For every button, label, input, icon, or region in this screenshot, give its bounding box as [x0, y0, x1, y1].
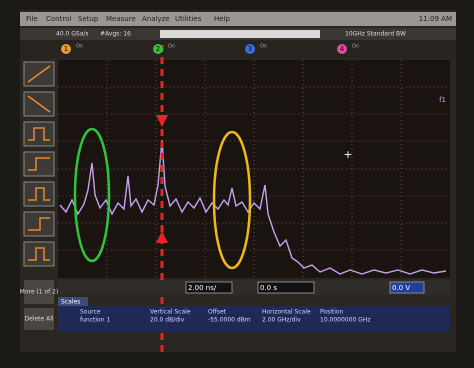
- marker-label: f1: [439, 96, 446, 104]
- delete-label: Delete All: [24, 316, 53, 323]
- channel-number: 3: [248, 45, 252, 53]
- bandwidth: 10GHz Standard BW: [345, 31, 406, 38]
- scales-cell: 2.00 GHz/div: [262, 317, 301, 324]
- menu-item[interactable]: Measure: [106, 15, 136, 23]
- tool-button[interactable]: [24, 212, 54, 236]
- scales-header: Position: [320, 309, 344, 316]
- crosshair: +: [343, 148, 352, 161]
- channel-state: On: [352, 44, 359, 50]
- menu-item[interactable]: Help: [214, 15, 231, 23]
- scales-tab-label: Scales: [61, 299, 80, 306]
- scales-header: Offset: [208, 309, 227, 316]
- delay: 0.0 s: [260, 284, 277, 292]
- menu-item[interactable]: Control: [46, 15, 71, 23]
- level: 0.0 V: [392, 284, 410, 292]
- channel-number: 2: [156, 45, 160, 53]
- averages: #Avgs: 16: [100, 31, 131, 38]
- scales-table: [58, 306, 450, 332]
- channel-bar: [20, 40, 456, 58]
- channel-state: On: [76, 44, 83, 50]
- tool-button[interactable]: [24, 152, 54, 176]
- tool-button[interactable]: [24, 122, 54, 146]
- channel-number: 1: [64, 45, 68, 53]
- menu-item[interactable]: File: [26, 15, 38, 23]
- clock: 11:09 AM: [419, 15, 452, 23]
- more-label: More (1 of 2): [20, 289, 59, 296]
- scales-header: Source: [80, 309, 101, 316]
- scales-cell: -55.0000 dBm: [208, 317, 251, 324]
- scales-header: Horizontal Scale: [262, 309, 311, 316]
- sample-rate: 40.0 GSa/s: [56, 31, 89, 38]
- menu-item[interactable]: Analyze: [142, 15, 170, 23]
- sidebar: [24, 62, 54, 266]
- tool-button[interactable]: [24, 182, 54, 206]
- scales-header: Vertical Scale: [150, 309, 191, 316]
- scales-cell: function 1: [80, 317, 110, 324]
- channel-state: On: [260, 44, 267, 50]
- scales-cell: 10.0000000 GHz: [320, 317, 370, 324]
- tool-button[interactable]: [24, 242, 54, 266]
- channel-state: On: [168, 44, 175, 50]
- menu-item[interactable]: Utilities: [175, 15, 202, 23]
- scales-cell: 20.0 dB/div: [150, 317, 185, 324]
- menu-item[interactable]: Setup: [78, 15, 99, 23]
- time-scale: 2.00 ns/: [188, 284, 217, 292]
- screen: + f1 More (1 of 2) Delete All 2.00 ns/ 0…: [0, 0, 474, 364]
- overview: [160, 30, 320, 38]
- channel-number: 4: [340, 45, 345, 53]
